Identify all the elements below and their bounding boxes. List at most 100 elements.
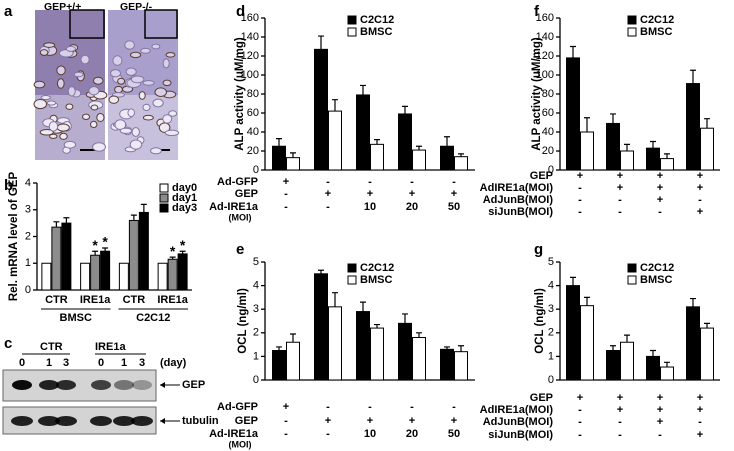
tubulin-band: [90, 416, 112, 426]
significance-mark: *: [102, 234, 108, 250]
error-bar: [290, 152, 296, 158]
cell: [108, 95, 120, 104]
legend-swatch: [627, 27, 637, 37]
condition-value: +: [409, 415, 415, 427]
y-tick-label: 120: [536, 50, 554, 62]
error-bar: [664, 153, 670, 159]
y-tick-label: 80: [542, 88, 554, 100]
condition-label: Ad-GFP: [217, 176, 258, 188]
condition-value: -: [578, 429, 582, 441]
error-bar: [276, 138, 282, 147]
cell: [73, 71, 84, 78]
condition-value: 20: [406, 428, 418, 440]
condition-value: -: [578, 182, 582, 194]
cell: [59, 132, 68, 140]
error-bar: [332, 292, 338, 307]
legend-label: C2C12: [360, 14, 394, 26]
tubulin-band: [38, 416, 60, 426]
error-bar: [130, 214, 137, 221]
bar: [606, 122, 620, 171]
condition-label: GEP: [530, 170, 553, 182]
bar: [700, 127, 714, 171]
error-bar: [276, 346, 282, 351]
condition-value: 10: [364, 428, 376, 440]
bar: [454, 351, 468, 381]
condition-value: -: [698, 416, 702, 428]
condition-value: -: [326, 428, 330, 440]
condition-value: -: [578, 206, 582, 218]
cell: [48, 121, 59, 132]
condition-value: -: [284, 201, 288, 213]
cell: [39, 49, 49, 56]
panel-letter: f: [534, 3, 540, 20]
error-bar: [570, 45, 576, 58]
panel-letter: e: [236, 241, 244, 258]
cell: [92, 142, 106, 152]
error-bar: [704, 118, 710, 129]
bar: [440, 348, 454, 381]
condition-value: +: [283, 401, 289, 413]
cell: [164, 129, 180, 137]
bar: [686, 83, 700, 171]
condition-value: +: [657, 416, 663, 428]
x-tick-label: IRE1a: [157, 294, 188, 306]
legend-swatch: [159, 203, 169, 213]
panel-letter: a: [4, 3, 13, 20]
error-bar: [690, 297, 696, 307]
condition-value: +: [367, 415, 373, 427]
group-label: BMSC: [60, 312, 92, 324]
condition-value: +: [697, 206, 703, 218]
error-bar: [102, 247, 109, 252]
condition-value: +: [325, 415, 331, 427]
inset-box: [144, 9, 178, 39]
cell: [131, 127, 140, 137]
y-axis-label: Rel. mRNA level of GEP: [8, 172, 20, 302]
error-bar: [402, 313, 408, 324]
error-bar: [53, 221, 60, 228]
y-tick-label: 80: [247, 88, 259, 100]
y-tick-label: 3: [25, 204, 31, 216]
day-unit: (day): [160, 357, 187, 369]
cell: [80, 54, 90, 65]
bar: [177, 253, 188, 291]
band-arrow-head: [160, 382, 165, 388]
bar: [566, 57, 580, 171]
bar: [100, 250, 111, 291]
band-label: GEP: [182, 379, 205, 391]
legend-label: day3: [172, 202, 197, 214]
condition-value: +: [697, 182, 703, 194]
condition-value: -: [658, 206, 662, 218]
bar: [272, 350, 286, 381]
cell: [142, 114, 154, 121]
y-tick-label: 5: [253, 256, 259, 268]
tubulin-band: [55, 416, 77, 426]
cell: [125, 67, 137, 76]
gep-band: [56, 380, 76, 390]
bar: [286, 341, 300, 381]
cell: [119, 127, 133, 134]
bar: [356, 311, 370, 381]
y-tick-label: 0: [253, 374, 259, 386]
bar: [328, 306, 342, 381]
cell: [114, 85, 123, 94]
bar: [398, 322, 412, 381]
cell: [65, 45, 76, 52]
cell: [142, 103, 151, 112]
cell: [110, 69, 122, 78]
y-tick-label: 0: [253, 164, 259, 176]
blot-bands: [11, 380, 153, 426]
condition-value: -: [658, 429, 662, 441]
bar: [412, 337, 426, 381]
cell: [67, 86, 76, 97]
y-tick-label: 20: [247, 145, 259, 157]
y-tick-label: 40: [247, 126, 259, 138]
condition-label: AdJunB(MOI): [483, 416, 554, 428]
cell: [165, 52, 176, 58]
condition-value: -: [578, 404, 582, 416]
bar: [580, 131, 594, 171]
condition-value: 50: [448, 428, 460, 440]
condition-label: GEP: [530, 392, 553, 404]
error-bar: [624, 334, 630, 343]
panel-letter: b: [4, 177, 13, 194]
cell: [130, 75, 145, 84]
